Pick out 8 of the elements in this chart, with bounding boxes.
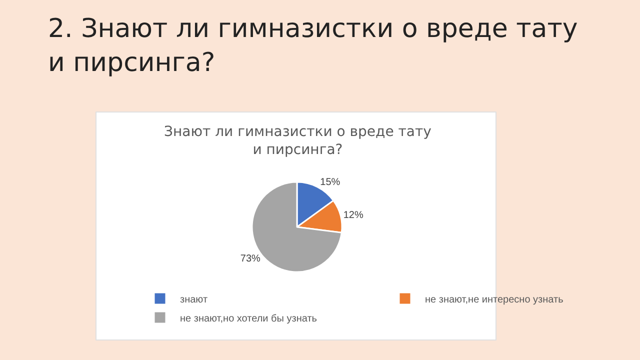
legend-label: не знают,но хотели бы узнать — [180, 313, 317, 324]
data-label: 15% — [320, 177, 340, 188]
chart-title: 2. Знают ли гимназистки о вреде тату и пирсинга? — [48, 14, 578, 78]
legend-label: знают — [180, 294, 208, 306]
legend-label: не знают,не интересно узнать — [425, 294, 564, 306]
chart-subtitle: Знают ли гимназистки о вреде тату и пирсинга? — [164, 124, 432, 158]
data-label: 73% — [240, 254, 260, 265]
data-label: 12% — [343, 210, 364, 221]
